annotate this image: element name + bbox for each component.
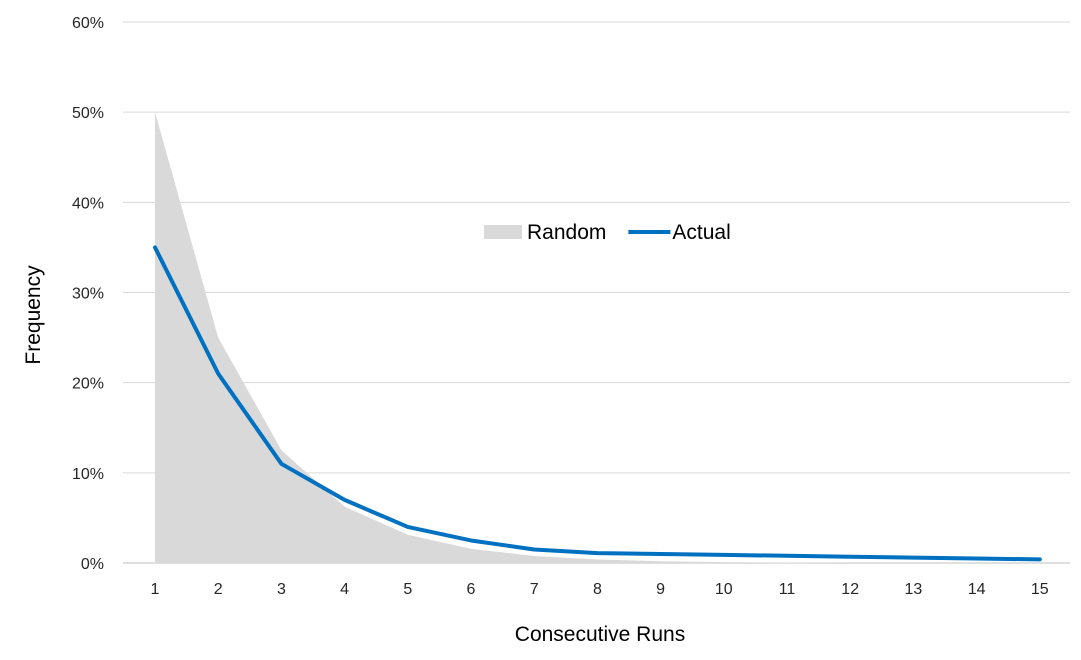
x-tick-label: 9: [656, 581, 665, 598]
x-tick-label: 7: [530, 581, 539, 598]
legend-label: Actual: [672, 221, 730, 244]
y-tick-label: 60%: [72, 15, 104, 32]
x-tick-label: 10: [715, 581, 733, 598]
y-tick-label: 40%: [72, 195, 104, 212]
x-tick-label: 13: [905, 581, 923, 598]
series-random-area: [155, 112, 1040, 564]
y-axis-ticks: 0% 10% 20% 30% 40% 50% 60%: [72, 15, 104, 573]
x-tick-label: 12: [841, 581, 859, 598]
x-tick-label: 15: [1031, 581, 1049, 598]
y-tick-label: 10%: [72, 466, 104, 483]
x-tick-label: 1: [151, 581, 160, 598]
x-tick-label: 4: [340, 581, 349, 598]
y-tick-label: 0%: [81, 556, 104, 573]
x-tick-label: 8: [593, 581, 602, 598]
x-tick-label: 14: [968, 581, 986, 598]
x-axis-ticks: 1 2 3 4 5 6 7 8 9 10 11 12 13 14 15: [151, 581, 1049, 598]
plot-area: [153, 112, 1042, 564]
y-tick-label: 50%: [72, 105, 104, 122]
series-actual-line: [153, 245, 1042, 562]
y-axis-title: Frequency: [22, 265, 45, 365]
y-tick-label: 30%: [72, 286, 104, 303]
legend: Random Actual: [484, 221, 731, 244]
x-tick-label: 2: [214, 581, 223, 598]
y-tick-label: 20%: [72, 376, 104, 393]
x-axis-title: Consecutive Runs: [515, 623, 685, 646]
x-tick-label: 11: [779, 581, 796, 598]
legend-swatch-random: [484, 225, 522, 239]
legend-label: Random: [527, 221, 606, 244]
x-tick-label: 3: [277, 581, 286, 598]
x-tick-label: 6: [467, 581, 476, 598]
x-tick-label: 5: [403, 581, 412, 598]
